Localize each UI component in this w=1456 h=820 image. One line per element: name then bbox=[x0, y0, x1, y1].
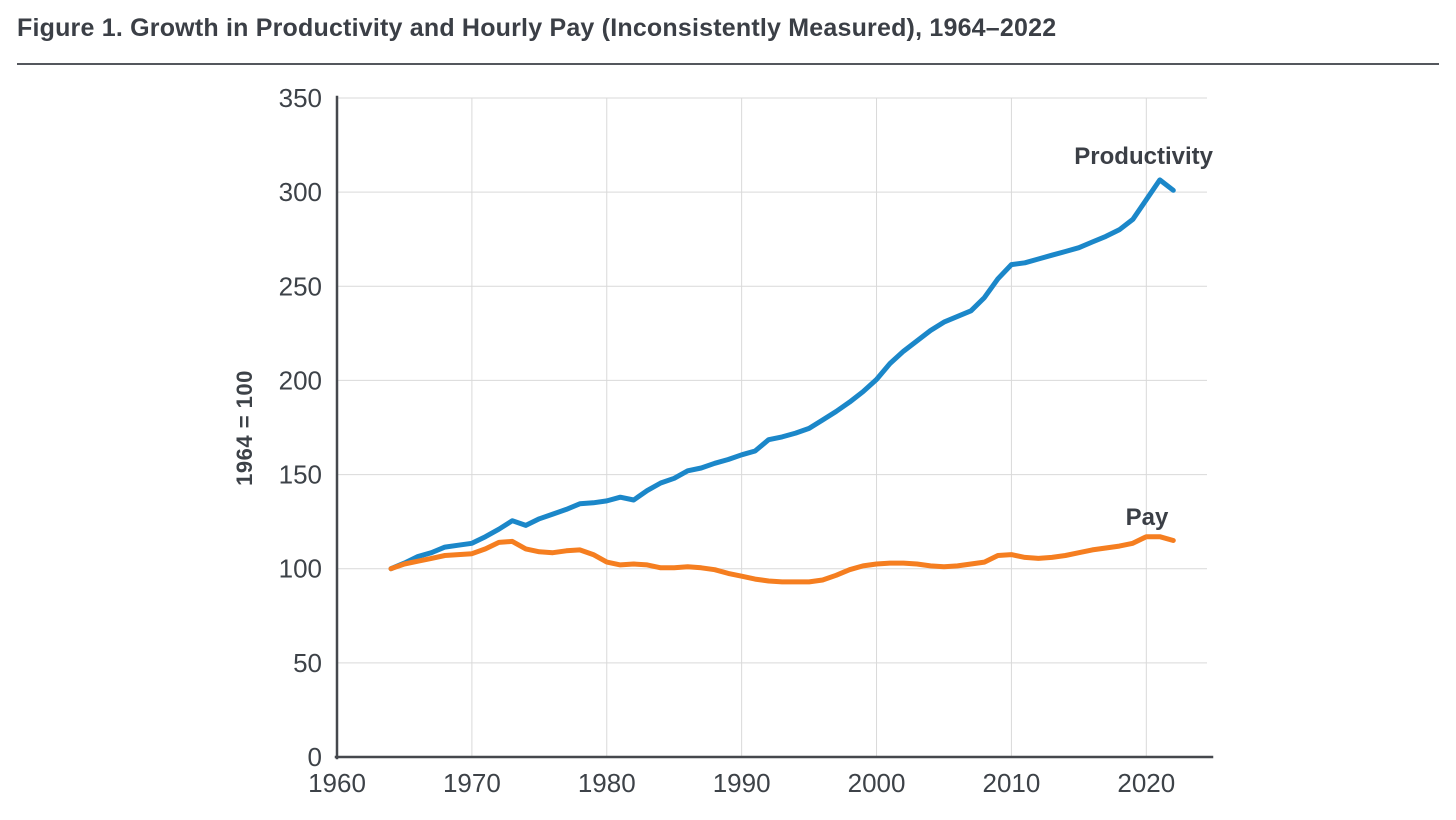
figure-title: Figure 1. Growth in Productivity and Hou… bbox=[17, 14, 1057, 42]
x-tick-label: 1960 bbox=[308, 768, 366, 798]
gridlines bbox=[337, 97, 1207, 757]
y-tick-label: 250 bbox=[279, 271, 322, 301]
y-tick-label: 350 bbox=[279, 83, 322, 113]
x-tick-label: 1990 bbox=[713, 768, 771, 798]
x-tick-label: 2010 bbox=[982, 768, 1040, 798]
series-lines bbox=[388, 177, 1176, 585]
y-tick-label: 0 bbox=[308, 742, 322, 772]
x-tick-label: 2000 bbox=[848, 768, 906, 798]
y-tick-label: 200 bbox=[279, 365, 322, 395]
x-tick-labels: 1960 1970 1980 1990 2000 2010 2020 bbox=[308, 768, 1175, 798]
y-axis-title: 1964 = 100 bbox=[232, 370, 257, 486]
title-rule bbox=[17, 63, 1439, 65]
y-tick-label: 300 bbox=[279, 177, 322, 207]
x-tick-label: 1980 bbox=[578, 768, 636, 798]
productivity-series-label: Productivity bbox=[1074, 143, 1213, 170]
y-tick-labels: 0 50 100 150 200 250 300 350 bbox=[279, 83, 322, 772]
pay-series-label: Pay bbox=[1126, 504, 1169, 531]
productivity-line bbox=[388, 177, 1176, 572]
y-tick-label: 150 bbox=[279, 460, 322, 490]
y-tick-label: 50 bbox=[293, 648, 322, 678]
x-tick-label: 2020 bbox=[1117, 768, 1175, 798]
x-tick-label: 1970 bbox=[443, 768, 501, 798]
pay-line bbox=[388, 534, 1176, 585]
y-tick-label: 100 bbox=[279, 554, 322, 584]
